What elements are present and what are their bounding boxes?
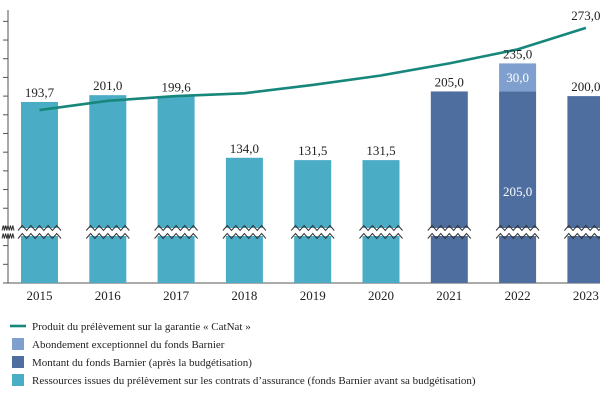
axis-break-mark — [359, 232, 403, 240]
x-tick-label: 2018 — [231, 288, 257, 303]
bar-value-label: 199,6 — [161, 79, 191, 94]
x-tick-label: 2015 — [27, 288, 53, 303]
axis-break-mark — [564, 224, 600, 232]
x-tick-label: 2019 — [300, 288, 326, 303]
axis-break-mark — [85, 232, 130, 240]
axis-break-gap — [2, 228, 14, 236]
axis-break-mark — [290, 232, 335, 240]
axis-break-gap — [427, 228, 471, 236]
axis-break-mark — [17, 232, 62, 240]
bars — [21, 63, 600, 284]
x-tick-labels: 2015 2016 2017 2018 2019 2020 2021 2022 2023 — [27, 288, 599, 303]
legend-label: Abondement exceptionnel du fonds Barnier — [32, 339, 225, 351]
axis-break-gap — [564, 228, 600, 236]
axis-break-gap — [154, 228, 198, 236]
x-tick-label: 2017 — [163, 288, 190, 303]
axis-break-mark — [290, 224, 335, 232]
legend-label: Ressources issues du prélèvement sur les… — [32, 375, 476, 387]
axis-break-mark — [85, 224, 130, 232]
axis-break-gap — [291, 228, 335, 236]
axis-break-mark — [564, 232, 600, 240]
bar-2021-series-1 — [430, 91, 468, 284]
axis-break-gap — [86, 228, 130, 236]
legend-swatch — [12, 374, 24, 386]
bar-value-label: 201,0 — [93, 78, 122, 93]
axis-break-gap — [18, 228, 61, 236]
axis-break-mark — [427, 232, 472, 240]
axis-break-gap — [359, 228, 403, 236]
bar-value-label: 193,7 — [25, 85, 55, 100]
line-value-label: 273,0 — [571, 8, 600, 23]
bar-2022-series-1 — [499, 91, 537, 284]
axis-break-mark — [17, 224, 62, 232]
bar-value-label: 134,0 — [230, 141, 259, 156]
inner-value-label: 205,0 — [503, 184, 532, 199]
legend-label: Produit du prélèvement sur la garantie «… — [32, 321, 251, 333]
bar-2016-series-0 — [89, 95, 127, 283]
axis-break-mark — [154, 232, 198, 240]
x-tick-label: 2022 — [505, 288, 531, 303]
legend: Produit du prélèvement sur la garantie «… — [10, 321, 476, 387]
legend-label: Montant du fonds Barnier (après la budgé… — [32, 357, 252, 369]
axis-break-mark — [359, 224, 403, 232]
axis-break-mark — [427, 224, 472, 232]
series-line-catnat — [39, 26, 587, 112]
x-tick-label: 2023 — [573, 288, 599, 303]
legend-swatch — [12, 356, 24, 368]
bar-value-label: 131,5 — [298, 143, 327, 158]
x-tick-label: 2021 — [436, 288, 462, 303]
inner-value-label: 30,0 — [506, 70, 529, 85]
axis-break-marks — [1, 224, 600, 240]
axis-break-mark — [495, 224, 540, 232]
bar-value-label: 200,0 — [571, 79, 600, 94]
axis-break-gap — [496, 228, 540, 236]
bar-2019-series-0 — [294, 160, 332, 283]
bar-2017-series-0 — [157, 96, 195, 284]
axis-break-mark — [1, 233, 15, 239]
bar-2023-series-1 — [567, 96, 600, 283]
legend-swatch — [12, 338, 24, 350]
bar-2018-series-0 — [225, 157, 263, 283]
axis-break-mark — [222, 232, 267, 240]
bar-value-label: 235,0 — [503, 46, 532, 61]
x-tick-label: 2020 — [368, 288, 394, 303]
bar-2020-series-0 — [362, 160, 400, 283]
axis-break-gap — [222, 228, 266, 236]
axis-break-mark — [1, 225, 15, 231]
bar-value-label: 205,0 — [435, 74, 464, 89]
x-tick-label: 2016 — [95, 288, 122, 303]
axis-break-mark — [222, 224, 267, 232]
catnat-line — [39, 26, 587, 112]
axis-break-mark — [495, 232, 540, 240]
axis-break-mark — [154, 224, 198, 232]
bar-2022-series-2 — [499, 63, 537, 92]
bar-value-label: 131,5 — [366, 143, 395, 158]
data-labels: 193,7 201,0 199,6 134,0 131,5 131,5 205,0 235,0… — [25, 8, 600, 199]
bar-2015-series-0 — [21, 101, 58, 283]
